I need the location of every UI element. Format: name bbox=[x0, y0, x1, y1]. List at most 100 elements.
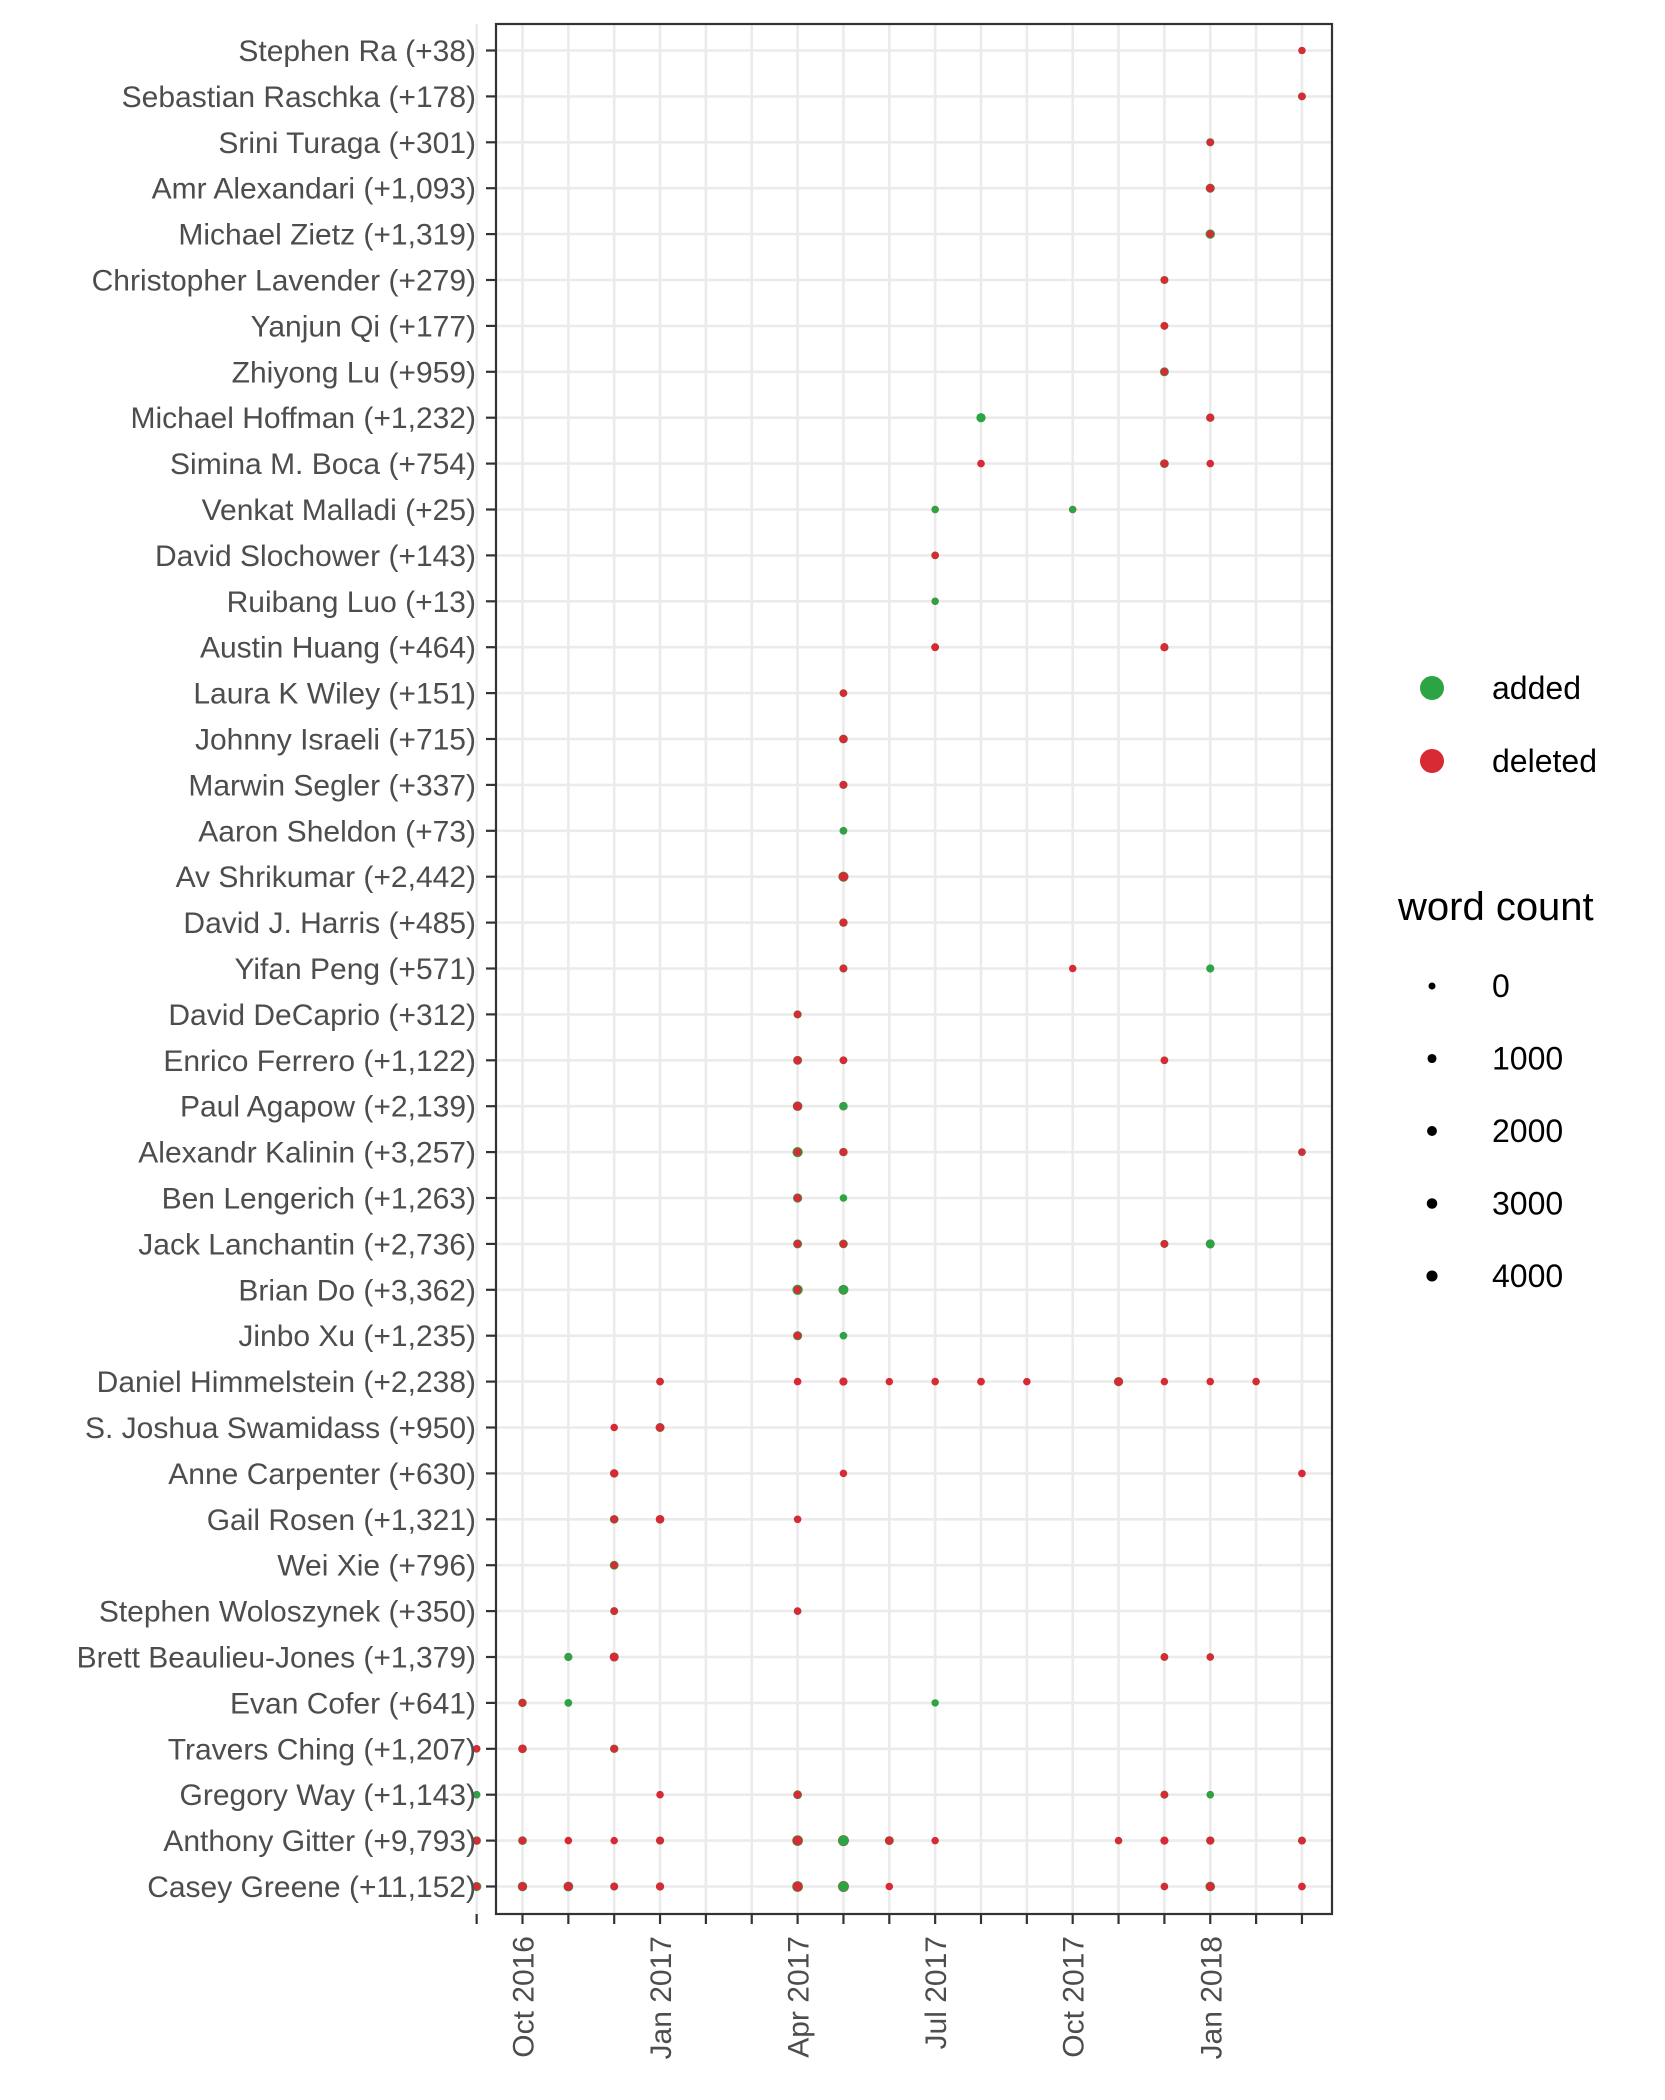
deleted-point bbox=[1206, 1377, 1215, 1386]
deleted-point bbox=[655, 1882, 665, 1891]
added-point bbox=[564, 1653, 573, 1661]
x-tick-label: Jan 2018 bbox=[1195, 1936, 1228, 2059]
deleted-point bbox=[793, 1331, 802, 1340]
added-point bbox=[838, 1285, 849, 1295]
x-tick-label: Apr 2017 bbox=[783, 1936, 816, 2058]
deleted-point bbox=[792, 1881, 803, 1892]
deleted-point bbox=[885, 1836, 894, 1845]
added-point bbox=[1069, 505, 1077, 514]
deleted-point bbox=[656, 1790, 664, 1799]
y-tick-label: Wei Xie (+796) bbox=[277, 1550, 476, 1583]
deleted-point bbox=[1206, 1836, 1215, 1845]
deleted-point bbox=[1160, 1377, 1169, 1386]
deleted-point bbox=[839, 1377, 848, 1386]
legend-added-label: added bbox=[1492, 670, 1581, 706]
added-point bbox=[839, 1102, 848, 1111]
deleted-point bbox=[518, 1836, 527, 1845]
deleted-point bbox=[793, 1148, 802, 1157]
y-tick-label: Casey Greene (+11,152) bbox=[147, 1871, 476, 1904]
x-tick-label: Jul 2017 bbox=[920, 1936, 953, 2049]
deleted-point bbox=[1160, 1882, 1169, 1891]
y-tick-label: David DeCaprio (+312) bbox=[168, 999, 476, 1032]
deleted-point bbox=[610, 1744, 619, 1753]
legend-size-title: word count bbox=[1397, 885, 1594, 929]
deleted-point bbox=[1206, 230, 1215, 238]
deleted-point bbox=[655, 1423, 665, 1432]
deleted-point bbox=[1160, 322, 1169, 330]
added-point bbox=[1205, 1239, 1215, 1249]
deleted-point bbox=[1114, 1377, 1123, 1386]
legend-size-key bbox=[1426, 1198, 1438, 1209]
deleted-point bbox=[839, 689, 848, 697]
legend-size-label: 4000 bbox=[1492, 1258, 1563, 1294]
deleted-point bbox=[655, 1515, 665, 1524]
deleted-point bbox=[839, 1056, 848, 1065]
y-tick-label: Brett Beaulieu-Jones (+1,379) bbox=[77, 1642, 476, 1675]
deleted-point bbox=[839, 1469, 848, 1478]
legend-size-label: 0 bbox=[1492, 968, 1510, 1004]
x-tick-label: Jan 2017 bbox=[645, 1936, 678, 2059]
deleted-point bbox=[610, 1882, 619, 1891]
added-point bbox=[838, 1835, 849, 1846]
deleted-point bbox=[793, 1101, 803, 1111]
x-axis-labels: Oct 2016 Jan 2017 Apr 2017 Jul 2017 Oct 2017… bbox=[508, 1936, 1229, 2059]
deleted-point bbox=[977, 1377, 985, 1386]
deleted-point bbox=[1160, 368, 1169, 376]
deleted-point bbox=[1298, 46, 1306, 55]
deleted-point bbox=[1206, 138, 1215, 147]
deleted-point bbox=[1206, 1653, 1215, 1661]
y-tick-label: S. Joshua Swamidass (+950) bbox=[85, 1412, 476, 1445]
y-tick-label: Christopher Lavender (+279) bbox=[92, 265, 476, 298]
deleted-point bbox=[1298, 1148, 1306, 1156]
deleted-point bbox=[931, 1377, 939, 1386]
legend-deleted-label: deleted bbox=[1492, 743, 1597, 779]
deleted-point bbox=[839, 781, 848, 789]
deleted-point bbox=[656, 1377, 664, 1386]
data-points bbox=[471, 46, 1306, 1892]
deleted-point bbox=[793, 1285, 802, 1294]
deleted-point bbox=[1160, 643, 1169, 652]
deleted-point bbox=[610, 1423, 618, 1432]
y-tick-label: Yifan Peng (+571) bbox=[234, 953, 476, 986]
deleted-point bbox=[1298, 92, 1306, 101]
added-point bbox=[839, 827, 848, 835]
deleted-point bbox=[1160, 1653, 1169, 1661]
deleted-point bbox=[518, 1882, 527, 1891]
y-tick-label: Ben Lengerich (+1,263) bbox=[162, 1183, 476, 1216]
legend-size-label: 3000 bbox=[1492, 1186, 1563, 1222]
deleted-point bbox=[610, 1836, 618, 1845]
y-tick-label: Ruibang Luo (+13) bbox=[227, 586, 476, 619]
y-tick-label: Marwin Segler (+337) bbox=[188, 769, 476, 802]
y-tick-label: Jack Lanchantin (+2,736) bbox=[138, 1228, 476, 1261]
x-tick-label: Oct 2016 bbox=[508, 1936, 541, 2058]
deleted-point bbox=[1206, 413, 1215, 422]
deleted-point bbox=[793, 1790, 802, 1799]
y-tick-label: Sebastian Raschka (+178) bbox=[122, 81, 476, 114]
deleted-point bbox=[885, 1882, 894, 1891]
y-tick-label: Zhiyong Lu (+959) bbox=[232, 356, 476, 389]
deleted-point bbox=[793, 1010, 802, 1019]
y-tick-label: Jinbo Xu (+1,235) bbox=[238, 1320, 476, 1353]
deleted-point bbox=[793, 1240, 802, 1248]
y-tick-label: Yanjun Qi (+177) bbox=[251, 310, 476, 343]
deleted-point bbox=[1252, 1377, 1260, 1386]
deleted-point bbox=[793, 1515, 802, 1524]
legend-size-label: 1000 bbox=[1492, 1041, 1563, 1077]
y-tick-label: Johnny Israeli (+715) bbox=[195, 724, 476, 757]
deleted-point bbox=[1206, 459, 1215, 468]
deleted-point bbox=[1298, 1882, 1306, 1891]
deleted-point bbox=[839, 918, 848, 927]
y-tick-label: Michael Hoffman (+1,232) bbox=[131, 402, 476, 435]
deleted-point bbox=[793, 1056, 802, 1065]
legend-added-key bbox=[1420, 676, 1444, 700]
legend-size-key bbox=[1428, 982, 1436, 990]
deleted-point bbox=[885, 1377, 894, 1386]
x-axis-ticks bbox=[475, 1914, 1304, 1924]
deleted-point bbox=[610, 1515, 619, 1524]
y-tick-label: Travers Ching (+1,207) bbox=[168, 1733, 476, 1766]
y-tick-label: David Slochower (+143) bbox=[155, 540, 476, 573]
deleted-point bbox=[609, 1652, 619, 1662]
deleted-point bbox=[610, 1607, 618, 1615]
deleted-point bbox=[931, 551, 939, 560]
